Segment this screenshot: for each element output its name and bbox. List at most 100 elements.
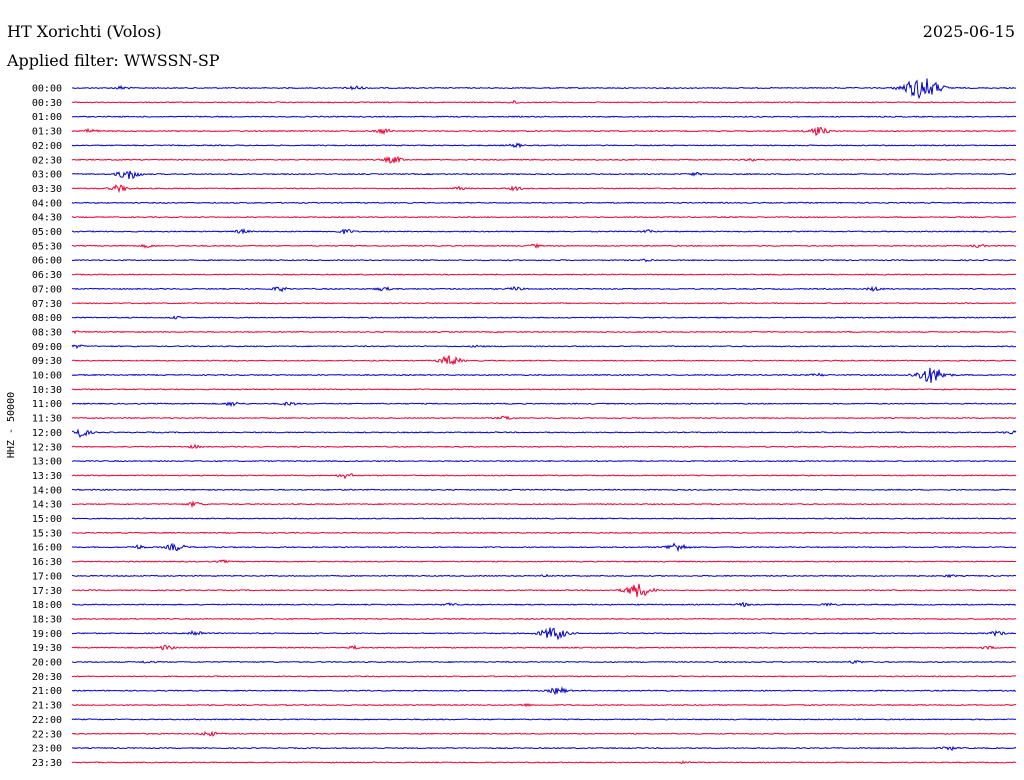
date-label: 2025-06-15 — [923, 22, 1015, 41]
trace-line — [71, 459, 1017, 463]
row-time-label: 18:30 — [32, 614, 62, 625]
row-time-label: 07:30 — [32, 299, 62, 310]
row-time-label: 02:00 — [32, 141, 62, 152]
row-time-label: 18:00 — [32, 600, 62, 611]
row-time-label: 17:00 — [32, 571, 62, 582]
row-time-label: 09:00 — [32, 342, 62, 353]
trace-line — [72, 428, 1017, 439]
trace-group: 00:00 00:30 01:00 01:30 02:00 02:30 03:00 03:30… — [32, 78, 1017, 769]
row-time-label: 19:30 — [32, 643, 62, 654]
trace-line — [71, 745, 1017, 752]
row-time-label: 23:00 — [32, 744, 62, 755]
row-time-label: 14:30 — [32, 500, 62, 511]
row-time-label: 12:30 — [32, 442, 62, 453]
trace-line — [71, 126, 1017, 137]
trace-line — [71, 273, 1017, 276]
row-time-label: 17:30 — [32, 586, 62, 597]
row-time-label: 02:30 — [32, 155, 62, 166]
trace-line — [71, 344, 1017, 350]
trace-line — [71, 686, 1017, 696]
row-time-label: 22:00 — [32, 715, 62, 726]
row-time-label: 11:00 — [32, 399, 62, 410]
trace-line — [71, 730, 1017, 737]
trace-line — [71, 170, 1017, 180]
trace-line — [71, 702, 1016, 708]
trace-line — [71, 216, 1017, 219]
trace-line — [71, 330, 1016, 335]
trace-line — [71, 531, 1017, 534]
row-time-label: 03:00 — [32, 170, 62, 181]
trace-line — [71, 401, 1017, 408]
row-time-label: 01:00 — [32, 112, 62, 123]
trace-line — [71, 367, 1017, 384]
trace-line — [71, 644, 1017, 651]
row-time-label: 13:30 — [32, 471, 62, 482]
row-time-label: 10:00 — [32, 371, 62, 382]
trace-line — [71, 760, 1016, 764]
row-time-label: 06:00 — [32, 256, 62, 267]
row-time-label: 05:30 — [32, 241, 62, 252]
row-time-label: 20:00 — [32, 658, 62, 669]
trace-line — [71, 659, 1017, 665]
row-time-label: 23:30 — [32, 758, 62, 769]
row-time-label: 09:30 — [32, 356, 62, 367]
row-time-label: 21:30 — [32, 701, 62, 712]
trace-line — [71, 675, 1017, 678]
row-time-label: 15:00 — [32, 514, 62, 525]
trace-line — [71, 142, 1017, 149]
trace-line — [71, 617, 1016, 621]
row-time-label: 00:00 — [32, 84, 62, 95]
trace-line — [72, 542, 1017, 553]
trace-line — [71, 258, 1017, 263]
row-time-label: 08:30 — [32, 327, 62, 338]
trace-line — [71, 354, 1017, 366]
trace-line — [71, 415, 1017, 421]
row-time-label: 16:30 — [32, 557, 62, 568]
row-time-label: 14:00 — [32, 485, 62, 496]
row-time-label: 01:30 — [32, 127, 62, 138]
trace-line — [71, 285, 1017, 293]
row-time-label: 21:00 — [32, 686, 62, 697]
trace-line — [71, 156, 1017, 164]
trace-line — [71, 315, 1017, 320]
trace-line — [71, 184, 1017, 194]
row-time-label: 03:30 — [32, 184, 62, 195]
trace-line — [71, 583, 1017, 597]
row-time-label: 00:30 — [32, 98, 62, 109]
trace-line — [71, 78, 1016, 100]
trace-line — [71, 227, 1017, 235]
trace-line — [71, 388, 1017, 391]
trace-line — [71, 718, 1017, 721]
trace-line — [71, 573, 1017, 579]
trace-line — [71, 517, 1017, 520]
trace-line — [71, 601, 1017, 608]
row-time-label: 06:30 — [32, 270, 62, 281]
row-time-label: 20:30 — [32, 672, 62, 683]
row-time-label: 08:00 — [32, 313, 62, 324]
trace-line — [71, 500, 1017, 509]
row-time-label: 15:30 — [32, 528, 62, 539]
trace-line — [71, 559, 1017, 564]
trace-line — [71, 627, 1017, 641]
trace-line — [71, 99, 1016, 104]
row-time-label: 13:00 — [32, 457, 62, 468]
row-time-label: 19:00 — [32, 629, 62, 640]
trace-line — [71, 488, 1017, 491]
row-time-label: 04:00 — [32, 198, 62, 209]
filter-label: Applied filter: WWSSN-SP — [6, 51, 220, 70]
row-time-label: 07:00 — [32, 284, 62, 295]
trace-line — [71, 473, 1017, 480]
trace-line — [71, 443, 1017, 449]
row-time-label: 11:30 — [32, 414, 62, 425]
trace-line — [71, 115, 1017, 118]
trace-line — [71, 242, 1017, 249]
station-title: HT Xorichti (Volos) — [7, 22, 162, 41]
row-time-label: 16:00 — [32, 543, 62, 554]
trace-line — [71, 302, 1017, 305]
row-time-label: 05:00 — [32, 227, 62, 238]
row-time-label: 22:30 — [32, 729, 62, 740]
row-time-label: 12:00 — [32, 428, 62, 439]
trace-line — [71, 201, 1017, 204]
row-time-label: 04:30 — [32, 213, 62, 224]
